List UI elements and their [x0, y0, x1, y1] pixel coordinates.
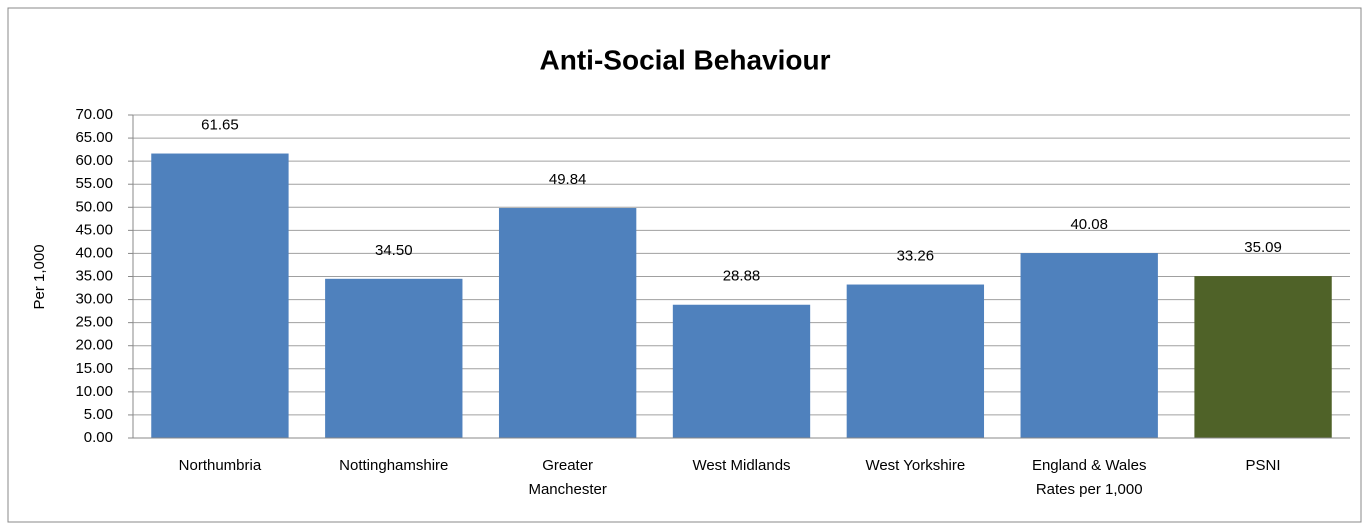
x-tick-label: Northumbria — [178, 457, 262, 474]
x-tick-label: England & Wales Rates per 1,000 — [1031, 457, 1147, 498]
y-tick-label: 30.00 — [75, 291, 113, 308]
value-label: 40.08 — [1070, 216, 1108, 233]
y-tick-label: 15.00 — [75, 360, 113, 377]
value-label: 61.65 — [201, 116, 239, 133]
bar — [846, 284, 985, 438]
y-tick-label: 70.00 — [75, 106, 113, 123]
y-tick-label: 25.00 — [75, 314, 113, 331]
y-tick-label: 0.00 — [84, 429, 113, 446]
bar — [1020, 253, 1158, 438]
y-tick-label: 50.00 — [75, 198, 113, 215]
value-label: 49.84 — [549, 171, 587, 188]
bar — [1194, 276, 1332, 438]
x-tick-label: PSNI — [1245, 457, 1281, 474]
x-tick-label: West Yorkshire — [865, 457, 966, 474]
bar — [498, 208, 637, 438]
value-label: 34.50 — [375, 242, 413, 259]
x-tick-label: Nottinghamshire — [339, 457, 449, 474]
x-tick-label: Greater Manchester — [528, 457, 607, 498]
value-label: 28.88 — [723, 268, 761, 285]
chart-title: Anti-Social Behaviour — [540, 44, 831, 75]
y-axis-label: Per 1,000 — [31, 244, 48, 309]
y-tick-label: 60.00 — [75, 152, 113, 169]
y-tick-label: 10.00 — [75, 383, 113, 400]
y-tick-label: 20.00 — [75, 337, 113, 354]
value-label: 33.26 — [897, 247, 935, 264]
x-tick-label: West Midlands — [692, 457, 791, 474]
y-tick-label: 55.00 — [75, 175, 113, 192]
y-tick-label: 40.00 — [75, 244, 113, 261]
y-tick-label: 45.00 — [75, 221, 113, 238]
y-tick-label: 5.00 — [84, 406, 113, 423]
bar — [672, 304, 811, 438]
bar — [325, 278, 463, 438]
y-tick-label: 65.00 — [75, 129, 113, 146]
bar — [151, 153, 289, 438]
y-tick-label: 35.00 — [75, 267, 113, 284]
value-label: 35.09 — [1244, 239, 1282, 256]
